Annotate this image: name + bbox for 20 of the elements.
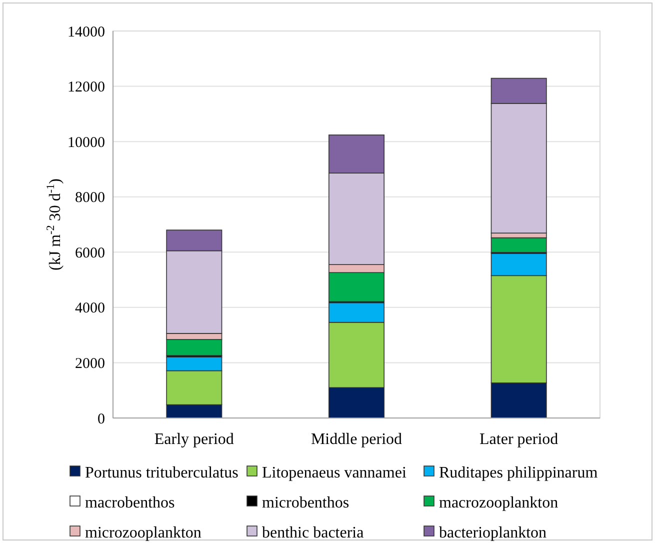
y-tick-label: 10000 xyxy=(68,134,105,151)
legend-label: Portunus trituberculatus xyxy=(85,464,238,482)
y-tick-label: 8000 xyxy=(75,190,105,206)
legend-label: macrobenthos xyxy=(85,494,175,512)
y-tick-label: 0 xyxy=(98,411,105,428)
legend-label: Ruditapes philippinarum xyxy=(439,464,598,482)
y-tick-label: 4000 xyxy=(75,300,105,317)
y-tick-label: 2000 xyxy=(75,356,105,372)
legend-label: microbenthos xyxy=(262,494,350,512)
x-tick-label: Later period xyxy=(480,431,558,448)
legend-label: benthic bacteria xyxy=(262,524,364,542)
legend-label: microzooplankton xyxy=(85,524,202,542)
legend-label: macrozooplankton xyxy=(439,494,558,512)
y-tick-label: 6000 xyxy=(75,245,105,262)
legend-label: Litopenaeus vannamei xyxy=(262,464,407,482)
x-tick-label: Middle period xyxy=(310,431,402,448)
x-tick-label: Early period xyxy=(154,431,234,448)
y-tick-label: 14000 xyxy=(68,24,105,40)
legend-label: bacterioplankton xyxy=(439,524,547,542)
y-tick-label: 12000 xyxy=(68,80,105,96)
